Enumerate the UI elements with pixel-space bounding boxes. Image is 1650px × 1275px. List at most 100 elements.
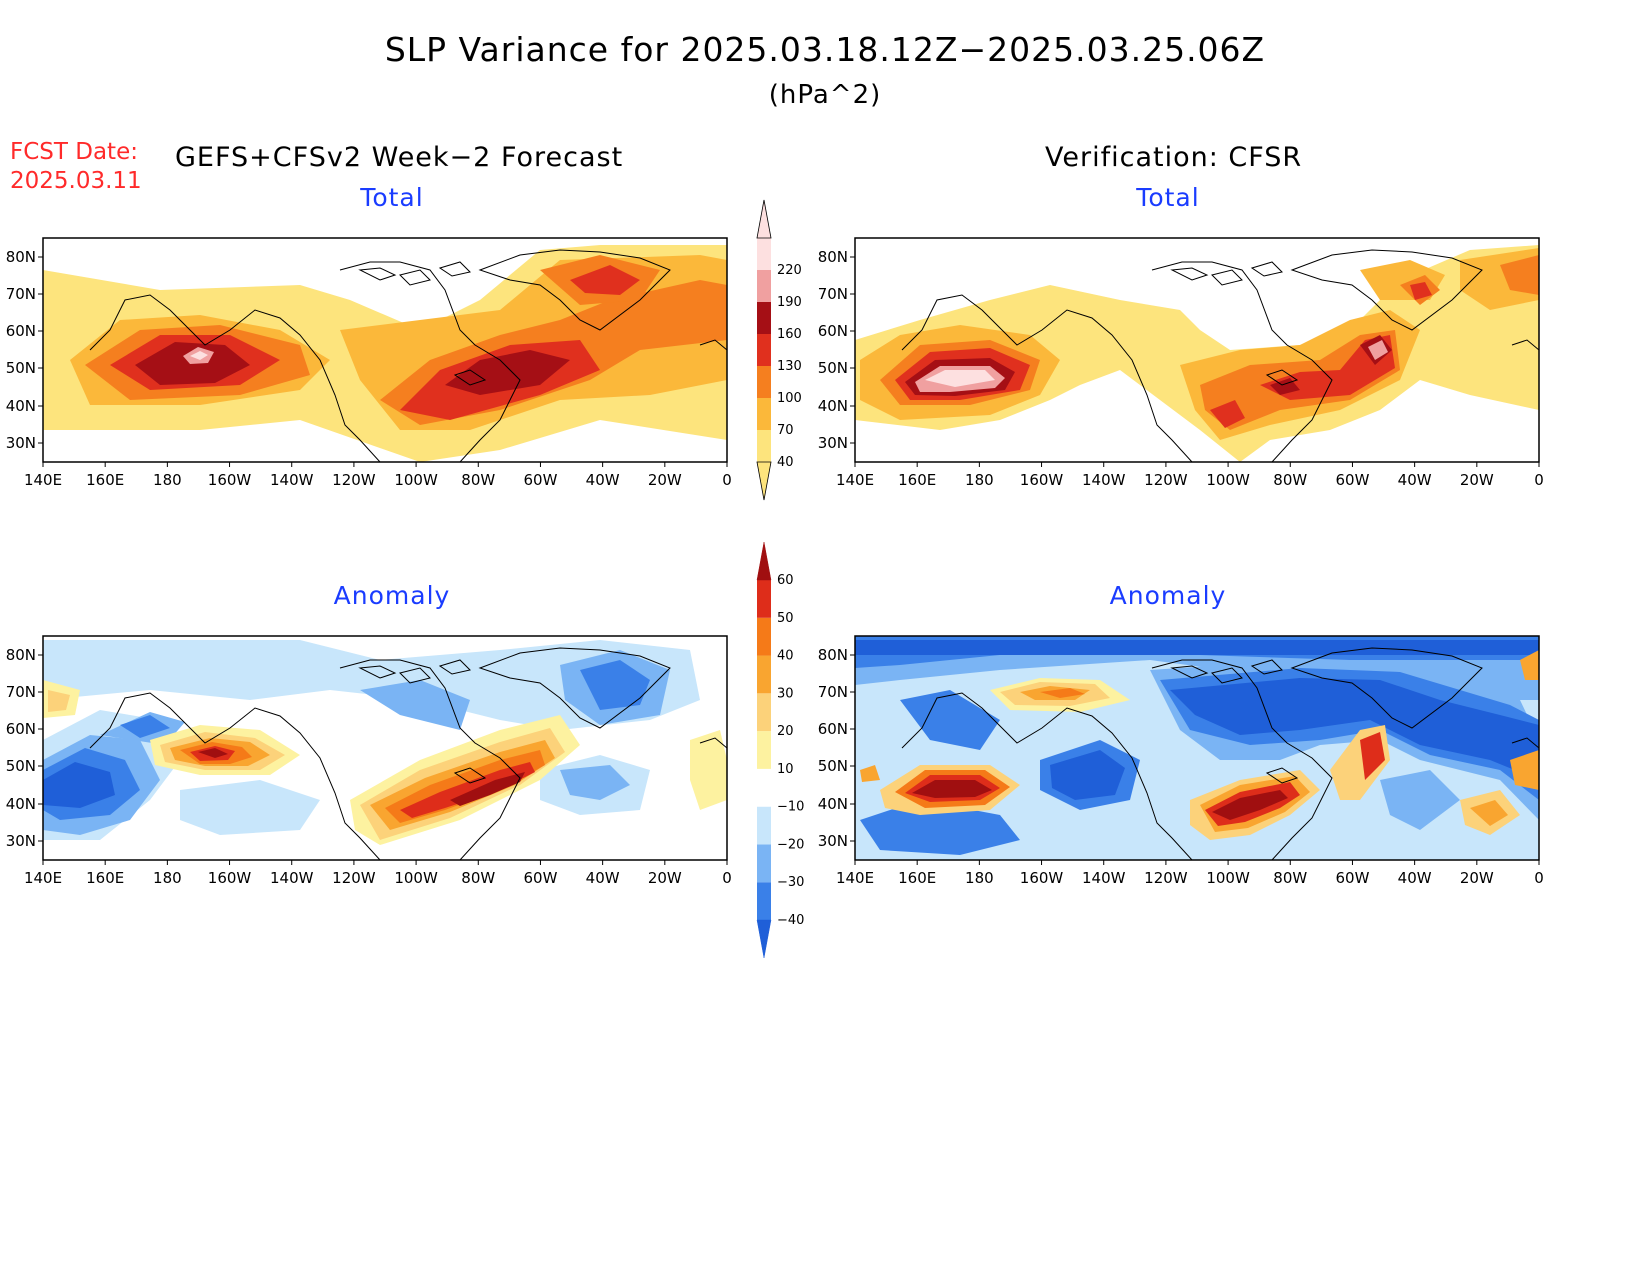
- verification-anomaly-lon-label: 80W: [1273, 869, 1307, 887]
- verification-anomaly-lon-label: 40W: [1398, 869, 1432, 887]
- total-colorbar-bottom-arrow: [756, 461, 772, 501]
- anomaly-colorbar-bottom-arrow: [756, 919, 772, 959]
- total-colorbar-label: 130: [777, 359, 802, 374]
- anomaly-colorbar-swatch: [757, 768, 771, 807]
- anomaly-colorbar-label: 10: [777, 762, 794, 777]
- forecast-anomaly-lon-label: 120W: [332, 869, 376, 887]
- total-colorbar-swatch: [757, 238, 771, 270]
- forecast-total-lon-label: 140W: [270, 471, 314, 489]
- total-colorbar-swatch: [757, 334, 771, 366]
- total-colorbar-label: 70: [777, 423, 794, 438]
- forecast-total-lat-label: 60N: [6, 322, 36, 340]
- verification-anomaly-lon-label: 60W: [1335, 869, 1369, 887]
- verification-total-lon-label: 180: [965, 471, 994, 489]
- anomaly-colorbar-label: −10: [777, 800, 804, 815]
- total-colorbar-top-arrow: [756, 199, 772, 239]
- forecast-total-lon-label: 180: [153, 471, 182, 489]
- forecast-total-lon-label: 40W: [586, 471, 620, 489]
- verification-total-subtitle: Total: [1136, 183, 1200, 212]
- anomaly-colorbar-swatch: [757, 693, 771, 732]
- forecast-total-lat-label: 80N: [6, 248, 36, 266]
- forecast-total-lon-label: 100W: [394, 471, 438, 489]
- forecast-total-lon-label: 60W: [523, 471, 557, 489]
- forecast-total-lon-label: 120W: [332, 471, 376, 489]
- verification-total-lat-label: 60N: [818, 322, 848, 340]
- forecast-anomaly-lat-label: 50N: [6, 757, 36, 775]
- verification-anomaly-lat-label: 80N: [818, 646, 848, 664]
- verification-total-lon-label: 0: [1534, 471, 1544, 489]
- total-colorbar-label: 190: [777, 295, 802, 310]
- total-colorbar-swatch: [757, 302, 771, 334]
- forecast-anomaly-lon-label: 40W: [586, 869, 620, 887]
- anomaly-colorbar-label: −20: [777, 837, 804, 852]
- forecast-total-lon-label: 160W: [208, 471, 252, 489]
- forecast-date-label: FCST Date:: [10, 139, 138, 165]
- anomaly-colorbar-swatch: [757, 617, 771, 656]
- forecast-total-lon-label: 20W: [648, 471, 682, 489]
- verification-anomaly-subtitle: Anomaly: [1109, 581, 1227, 610]
- forecast-anomaly-lon-label: 100W: [394, 869, 438, 887]
- forecast-anomaly-lon-label: 160E: [86, 869, 124, 887]
- verification-total-lon-label: 100W: [1206, 471, 1250, 489]
- forecast-total-lat-label: 70N: [6, 285, 36, 303]
- forecast-anomaly-lat-label: 60N: [6, 720, 36, 738]
- verification-anomaly-lat-label: 40N: [818, 795, 848, 813]
- forecast-anomaly-lat-label: 30N: [6, 832, 36, 850]
- anomaly-colorbar-swatch: [757, 882, 771, 920]
- verification-total-lat-label: 80N: [818, 248, 848, 266]
- anomaly-colorbar-top-arrow: [756, 541, 772, 581]
- total-colorbar-swatch: [757, 366, 771, 398]
- forecast-total-lon-label: 160E: [86, 471, 124, 489]
- forecast-anomaly-lon-label: 140W: [270, 869, 314, 887]
- verification-anomaly-lon-label: 100W: [1206, 869, 1250, 887]
- anomaly-colorbar-label: −40: [777, 913, 804, 928]
- anomaly-colorbar-label: −30: [777, 875, 804, 890]
- verification-header: Verification: CFSR: [1045, 142, 1303, 173]
- anomaly-colorbar: −40 −30 −20 −10 10 20 30 40 50 60: [756, 541, 804, 959]
- forecast-total-map: [42, 237, 728, 463]
- anomaly-colorbar-swatch: [757, 580, 771, 618]
- forecast-total-lat-label: 30N: [6, 434, 36, 452]
- verification-total-lon-label: 160W: [1020, 471, 1064, 489]
- forecast-total-lon-label: 80W: [461, 471, 495, 489]
- forecast-anomaly-lon-label: 140E: [24, 869, 62, 887]
- forecast-anomaly-lon-label: 80W: [461, 869, 495, 887]
- forecast-total-lon-label: 0: [722, 471, 732, 489]
- forecast-total-lon-label: 140E: [24, 471, 62, 489]
- total-colorbar-label: 160: [777, 327, 802, 342]
- forecast-total-lat-label: 50N: [6, 359, 36, 377]
- total-colorbar-swatch: [757, 430, 771, 462]
- verification-anomaly-lat-label: 70N: [818, 683, 848, 701]
- verification-anomaly-lat-label: 60N: [818, 720, 848, 738]
- verification-anomaly-lon-label: 20W: [1460, 869, 1494, 887]
- total-colorbar-label: 40: [777, 455, 794, 470]
- verification-total-lat-label: 70N: [818, 285, 848, 303]
- verification-total-lon-label: 20W: [1460, 471, 1494, 489]
- verification-total-lat-label: 50N: [818, 359, 848, 377]
- verification-anomaly-lon-label: 160E: [898, 869, 936, 887]
- verification-anomaly-lat-label: 30N: [818, 832, 848, 850]
- verification-anomaly-lon-label: 140E: [836, 869, 874, 887]
- verification-total-lat-label: 40N: [818, 397, 848, 415]
- forecast-anomaly-lat-label: 70N: [6, 683, 36, 701]
- verification-anomaly-lon-label: 120W: [1144, 869, 1188, 887]
- verification-anomaly-lon-label: 140W: [1082, 869, 1126, 887]
- forecast-anomaly-subtitle: Anomaly: [333, 581, 451, 610]
- verification-total-lat-label: 30N: [818, 434, 848, 452]
- anomaly-colorbar-swatch: [757, 806, 771, 845]
- total-colorbar-label: 100: [777, 391, 802, 406]
- forecast-date-value: 2025.03.11: [10, 168, 142, 194]
- forecast-total-lat-label: 40N: [6, 397, 36, 415]
- forecast-anomaly-lon-label: 20W: [648, 869, 682, 887]
- total-colorbar-label: 220: [777, 263, 802, 278]
- verification-total-lon-label: 160E: [898, 471, 936, 489]
- forecast-anomaly-map: [42, 635, 728, 861]
- anomaly-colorbar-label: 40: [777, 649, 794, 664]
- forecast-total-subtitle: Total: [360, 183, 424, 212]
- verification-anomaly-map: [854, 635, 1540, 861]
- units-label: (hPa^2): [768, 80, 882, 110]
- verification-total-lon-label: 40W: [1398, 471, 1432, 489]
- chart-title: SLP Variance for 2025.03.18.12Z−2025.03.…: [384, 30, 1266, 69]
- verification-anomaly-lon-label: 0: [1534, 869, 1544, 887]
